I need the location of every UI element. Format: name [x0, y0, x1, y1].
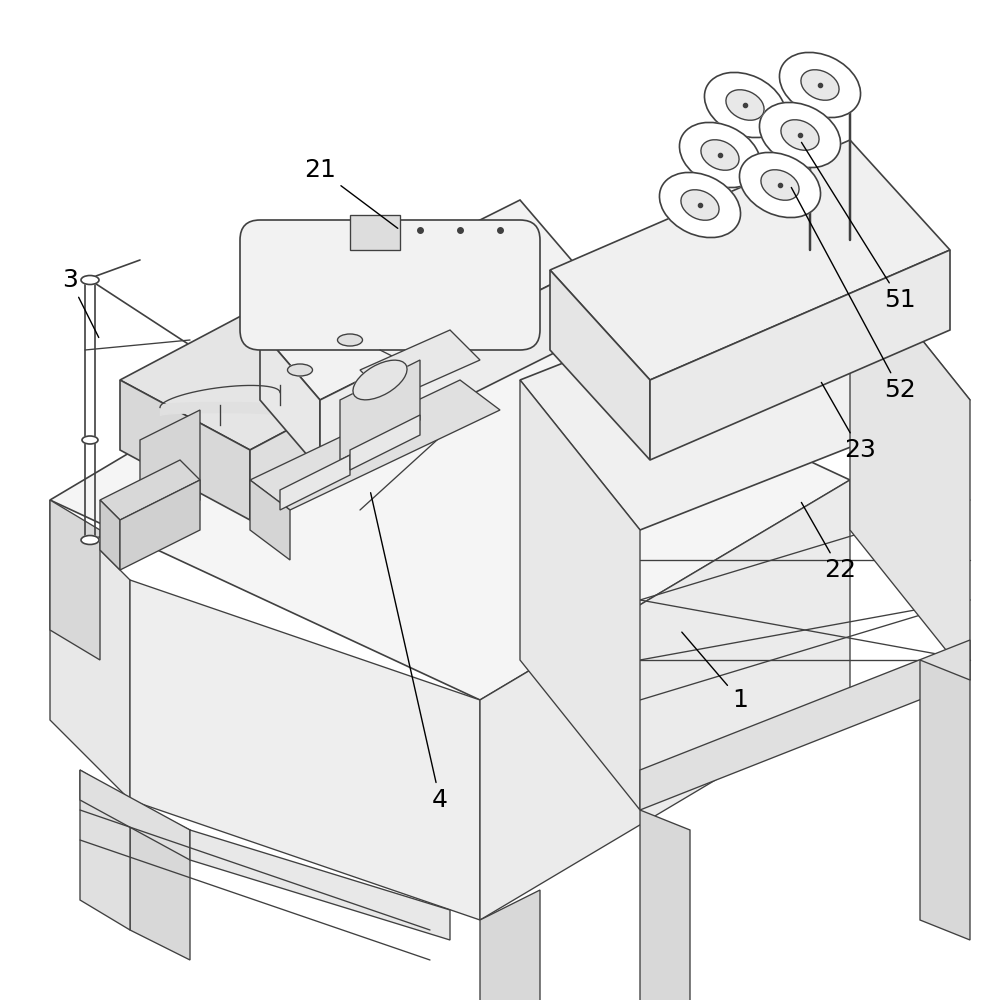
Polygon shape: [140, 410, 200, 530]
Polygon shape: [260, 330, 320, 470]
Polygon shape: [130, 580, 480, 920]
Polygon shape: [550, 270, 650, 460]
Ellipse shape: [81, 275, 99, 284]
Polygon shape: [250, 380, 500, 510]
Polygon shape: [260, 200, 580, 400]
Text: 52: 52: [791, 187, 916, 402]
Text: 23: 23: [821, 382, 876, 462]
Polygon shape: [360, 330, 480, 400]
Polygon shape: [50, 280, 850, 700]
Polygon shape: [920, 660, 970, 940]
Ellipse shape: [761, 170, 799, 200]
Polygon shape: [50, 500, 100, 660]
Ellipse shape: [81, 536, 99, 544]
Polygon shape: [520, 250, 970, 530]
Ellipse shape: [659, 172, 741, 238]
Polygon shape: [120, 380, 250, 520]
Polygon shape: [480, 890, 540, 1000]
Polygon shape: [550, 140, 950, 380]
Ellipse shape: [679, 122, 761, 188]
Text: 1: 1: [682, 632, 748, 712]
Polygon shape: [480, 480, 850, 920]
Polygon shape: [850, 250, 970, 680]
Polygon shape: [280, 455, 350, 510]
Text: 22: 22: [801, 502, 856, 582]
Polygon shape: [80, 770, 130, 930]
Bar: [350, 215, 400, 250]
Text: 21: 21: [304, 158, 398, 228]
Ellipse shape: [353, 360, 407, 400]
Polygon shape: [640, 810, 690, 1000]
Ellipse shape: [82, 436, 98, 444]
Ellipse shape: [739, 152, 821, 218]
Ellipse shape: [801, 70, 839, 100]
Ellipse shape: [338, 334, 362, 346]
Polygon shape: [340, 360, 420, 460]
Ellipse shape: [701, 140, 739, 170]
Polygon shape: [80, 770, 190, 860]
Polygon shape: [50, 500, 130, 800]
Polygon shape: [350, 415, 420, 470]
FancyBboxPatch shape: [240, 220, 540, 350]
Text: 51: 51: [801, 142, 916, 312]
Polygon shape: [250, 480, 290, 560]
Polygon shape: [120, 290, 420, 450]
Text: 4: 4: [371, 493, 448, 812]
Polygon shape: [120, 480, 200, 570]
Polygon shape: [100, 460, 200, 520]
Polygon shape: [100, 500, 120, 570]
Ellipse shape: [681, 190, 719, 220]
Polygon shape: [640, 640, 970, 810]
Polygon shape: [520, 380, 640, 810]
Ellipse shape: [288, 364, 312, 376]
Text: 3: 3: [62, 268, 99, 338]
Polygon shape: [320, 270, 580, 470]
Polygon shape: [130, 800, 190, 960]
Polygon shape: [250, 360, 420, 520]
Polygon shape: [190, 830, 450, 940]
Ellipse shape: [779, 52, 861, 118]
Polygon shape: [650, 250, 950, 460]
Ellipse shape: [759, 102, 841, 168]
Ellipse shape: [704, 72, 786, 138]
Ellipse shape: [726, 90, 764, 120]
Ellipse shape: [781, 120, 819, 150]
